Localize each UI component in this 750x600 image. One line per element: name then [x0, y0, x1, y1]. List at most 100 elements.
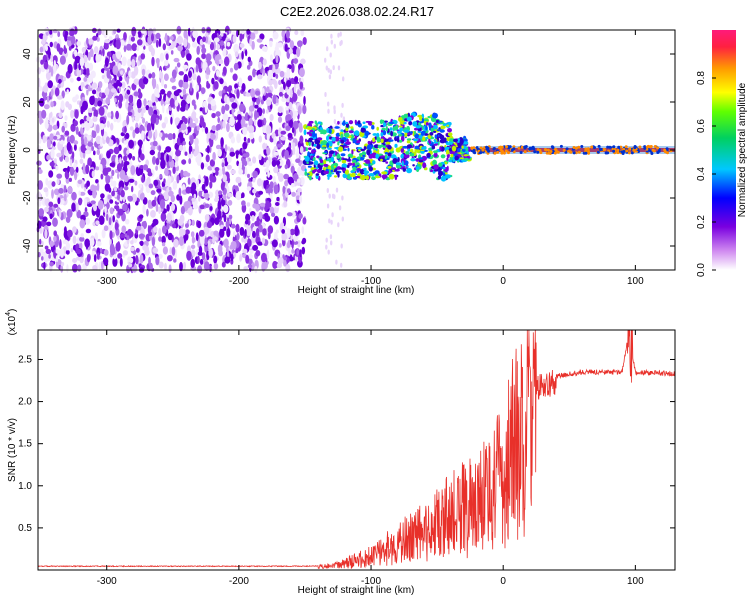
spectrogram-noise-speck: [296, 147, 300, 156]
spectrogram-noise-speck: [253, 29, 259, 35]
spectrogram-signal-speck: [508, 145, 512, 149]
spectrogram-noise-speck: [330, 39, 333, 45]
spectrogram-noise-speck: [53, 135, 58, 140]
spectrogram-noise-speck: [102, 167, 109, 176]
spectrogram-noise-speck: [211, 77, 215, 85]
spectrogram-noise-speck: [232, 231, 236, 238]
spectrogram-signal-speck: [382, 130, 387, 136]
spectrogram-noise-speck: [249, 249, 253, 255]
spectrogram-noise-speck: [283, 195, 286, 201]
spectrogram-signal-speck: [403, 166, 406, 169]
spectrogram-noise-speck: [176, 62, 181, 68]
spectrogram-noise-speck: [275, 97, 279, 104]
spectrogram-noise-speck: [143, 98, 147, 107]
spectrogram-noise-speck: [43, 254, 49, 263]
spectrogram-noise-speck: [133, 94, 136, 104]
spectrogram-noise-speck: [203, 261, 210, 271]
spectrogram-signal-speck: [390, 154, 397, 159]
spectrogram-noise-speck: [196, 91, 199, 100]
spectrogram-noise-speck: [79, 236, 85, 242]
spectrogram-noise-speck: [76, 40, 82, 47]
spectrogram-noise-speck: [116, 28, 121, 33]
spectrogram-noise-speck: [37, 135, 42, 145]
spectrogram-noise-speck: [162, 225, 167, 235]
spectrogram-signal-speck: [396, 136, 400, 143]
spectrogram-noise-speck: [300, 58, 306, 65]
spectrogram-signal-speck: [440, 154, 446, 159]
spectrogram-noise-speck: [194, 117, 199, 124]
spectrogram-noise-speck: [210, 133, 216, 140]
spectrogram-noise-speck: [273, 231, 278, 241]
snr-plot-area: [38, 330, 675, 570]
spectrogram-noise-speck: [85, 217, 91, 225]
spectrogram-signal-speck: [422, 130, 426, 134]
spectrogram-noise-speck: [95, 179, 99, 184]
spectrogram-noise-speck: [130, 165, 136, 176]
spectrogram-signal-speck: [354, 119, 357, 125]
spectrogram-noise-speck: [176, 174, 180, 184]
snr-y-multiplier-close: ): [7, 309, 18, 312]
spectrogram-signal-speck: [422, 136, 426, 141]
spectrogram-signal-speck: [312, 169, 316, 174]
spectrogram-noise-speck: [179, 227, 184, 238]
spectrogram-signal-speck: [354, 163, 358, 166]
spectrogram-noise-speck: [43, 187, 49, 193]
spectrogram-signal-speck: [523, 150, 527, 154]
spectrogram-noise-speck: [329, 69, 332, 75]
spectrogram-noise-speck: [180, 99, 187, 109]
spectrogram-noise-speck: [218, 59, 224, 65]
spectrogram-noise-speck: [341, 102, 344, 108]
spectrogram-noise-speck: [232, 34, 237, 44]
spectrogram-noise-speck: [131, 26, 137, 37]
spectrogram-noise-speck: [142, 244, 148, 251]
spectrogram-signal-speck: [580, 145, 584, 148]
spectrogram-signal-speck: [333, 175, 338, 178]
spectrogram-signal-speck: [649, 145, 653, 148]
spectrogram-signal-speck: [438, 162, 443, 168]
spectrogram-noise-speck: [180, 206, 185, 215]
spectrogram-signal-speck: [425, 122, 429, 126]
spectrogram-signal-speck: [457, 147, 461, 153]
spectrogram-noise-speck: [79, 56, 85, 67]
spectrogram-noise-speck: [290, 77, 295, 84]
spectrogram-noise-speck: [128, 263, 133, 268]
spectrogram-noise-speck: [109, 207, 114, 215]
spectrogram-noise-speck: [110, 88, 117, 93]
spectrogram-signal-speck: [486, 146, 490, 150]
spectrogram-signal-speck: [372, 137, 376, 143]
spectrogram-noise-speck: [258, 154, 262, 161]
spectrogram-noise-speck: [249, 132, 254, 140]
spectrogram-signal-speck: [447, 121, 452, 126]
spectrogram-noise-speck: [197, 255, 200, 264]
spectrogram-noise-speck: [294, 30, 299, 36]
spectrogram-signal-speck: [304, 155, 310, 162]
spectrogram-noise-speck: [127, 111, 133, 116]
spectrogram-signal-speck: [449, 138, 454, 142]
spectrogram-noise-speck: [283, 81, 286, 90]
spectrogram-signal-speck: [334, 136, 340, 142]
spectrogram-noise-speck: [153, 179, 159, 187]
spectrogram-signal-speck: [426, 152, 431, 158]
spectrogram-noise-speck: [128, 139, 135, 149]
spectrogram-x-label: Height of straight line (km): [298, 285, 415, 296]
spectrogram-noise-speck: [88, 190, 94, 196]
spectrogram-noise-speck: [106, 120, 110, 128]
spectrogram-noise-speck: [134, 115, 140, 122]
spectrogram-signal-speck: [324, 151, 328, 154]
spectrogram-noise-speck: [164, 262, 167, 271]
spectrogram-signal-speck: [434, 139, 437, 143]
spectrogram-noise-speck: [238, 162, 242, 171]
spectrogram-noise-speck: [93, 109, 98, 119]
x-tick-label: 100: [627, 576, 644, 587]
spectrogram-noise-speck: [183, 145, 187, 154]
spectrogram-noise-speck: [76, 248, 82, 254]
spectrogram-signal-speck: [606, 145, 610, 149]
spectrogram-noise-speck: [302, 217, 307, 225]
spectrogram-noise-speck: [292, 146, 296, 156]
spectrogram-noise-speck: [174, 161, 179, 168]
spectrogram-signal-speck: [547, 151, 551, 155]
spectrogram-signal-speck: [414, 130, 416, 135]
spectrogram-noise-speck: [256, 38, 263, 43]
spectrogram-noise-speck: [173, 238, 179, 248]
spectrogram-noise-speck: [135, 32, 139, 40]
